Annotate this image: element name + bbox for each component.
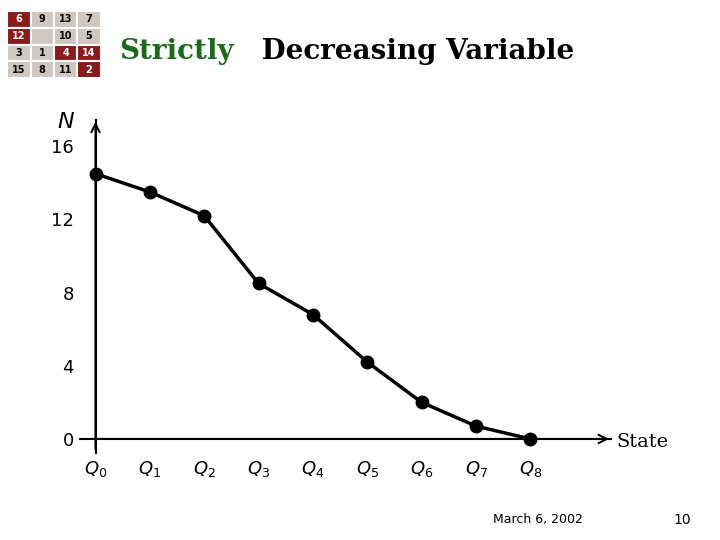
Bar	[54, 45, 78, 62]
Text: 6: 6	[16, 14, 22, 24]
Text: 1: 1	[39, 48, 45, 58]
Bar	[54, 28, 78, 44]
Text: 14: 14	[82, 48, 96, 58]
Bar	[7, 28, 30, 44]
Text: 10: 10	[59, 31, 73, 41]
Text: 5: 5	[86, 31, 92, 41]
Bar	[78, 11, 101, 28]
Text: 10: 10	[673, 512, 690, 526]
Text: 9: 9	[39, 14, 45, 24]
Text: 8: 8	[39, 65, 46, 75]
Text: 4: 4	[63, 48, 69, 58]
Bar	[30, 45, 54, 62]
Text: March 6, 2002: March 6, 2002	[493, 514, 583, 526]
Text: $N$: $N$	[57, 112, 75, 132]
Text: 7: 7	[86, 14, 92, 24]
Bar	[7, 45, 30, 62]
Text: 3: 3	[16, 48, 22, 58]
Bar	[30, 62, 54, 78]
Text: 15: 15	[12, 65, 26, 75]
Bar	[30, 11, 54, 28]
Text: 2: 2	[86, 65, 92, 75]
Text: Decreasing Variable: Decreasing Variable	[252, 38, 574, 65]
Bar	[7, 11, 30, 28]
Text: 13: 13	[59, 14, 73, 24]
Bar	[54, 11, 78, 28]
Text: State: State	[616, 433, 668, 451]
Bar	[78, 62, 101, 78]
Bar	[30, 28, 54, 44]
Text: 12: 12	[12, 31, 26, 41]
Text: 11: 11	[59, 65, 73, 75]
Bar	[7, 62, 30, 78]
Bar	[78, 45, 101, 62]
Bar	[78, 28, 101, 44]
Text: Strictly: Strictly	[119, 38, 233, 65]
Bar	[54, 62, 78, 78]
